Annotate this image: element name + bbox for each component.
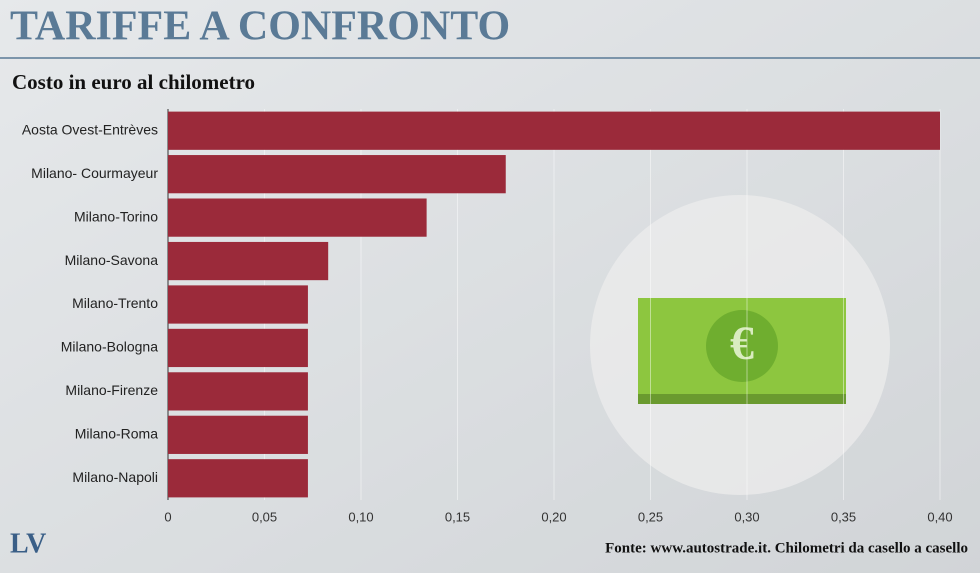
x-tick-label: 0,15 <box>445 509 470 524</box>
x-tick-label: 0,25 <box>638 509 663 524</box>
banknote-shadow <box>638 394 846 404</box>
euro-icon: € <box>730 317 754 370</box>
y-tick-label: Milano- Courmayeur <box>31 165 158 181</box>
bar <box>168 198 427 237</box>
y-tick-label: Milano-Trento <box>72 295 158 311</box>
x-tick-label: 0,05 <box>252 509 277 524</box>
bar <box>168 285 308 324</box>
source: Fonte: www.autostrade.it. Chilometri da … <box>605 540 968 556</box>
bar <box>168 241 329 281</box>
bar <box>168 155 506 194</box>
x-tick-label: 0,40 <box>927 509 952 524</box>
y-tick-label: Milano-Savona <box>65 252 159 268</box>
x-tick-label: 0,10 <box>348 509 373 524</box>
y-tick-label: Milano-Torino <box>74 208 158 224</box>
y-tick-label: Milano-Firenze <box>65 382 158 398</box>
bar <box>168 459 308 498</box>
logo: LV <box>10 528 46 559</box>
bar <box>168 111 940 150</box>
y-tick-label: Milano-Roma <box>75 426 158 442</box>
bar <box>168 372 308 411</box>
euro-disc <box>706 310 778 382</box>
x-tick-label: 0 <box>164 509 171 524</box>
chart-title: TARIFFE A CONFRONTO <box>10 4 510 50</box>
bar <box>168 328 308 368</box>
x-tick-label: 0,30 <box>734 509 759 524</box>
x-tick-label: 0,35 <box>831 509 856 524</box>
y-tick-label: Milano-Napoli <box>72 469 158 485</box>
bar <box>168 415 308 454</box>
y-tick-label: Milano-Bologna <box>61 339 158 355</box>
subtitle: Costo in euro al chilometro <box>12 70 255 94</box>
y-tick-label: Aosta Ovest-Entrèves <box>22 121 158 137</box>
x-tick-label: 0,20 <box>541 509 566 524</box>
